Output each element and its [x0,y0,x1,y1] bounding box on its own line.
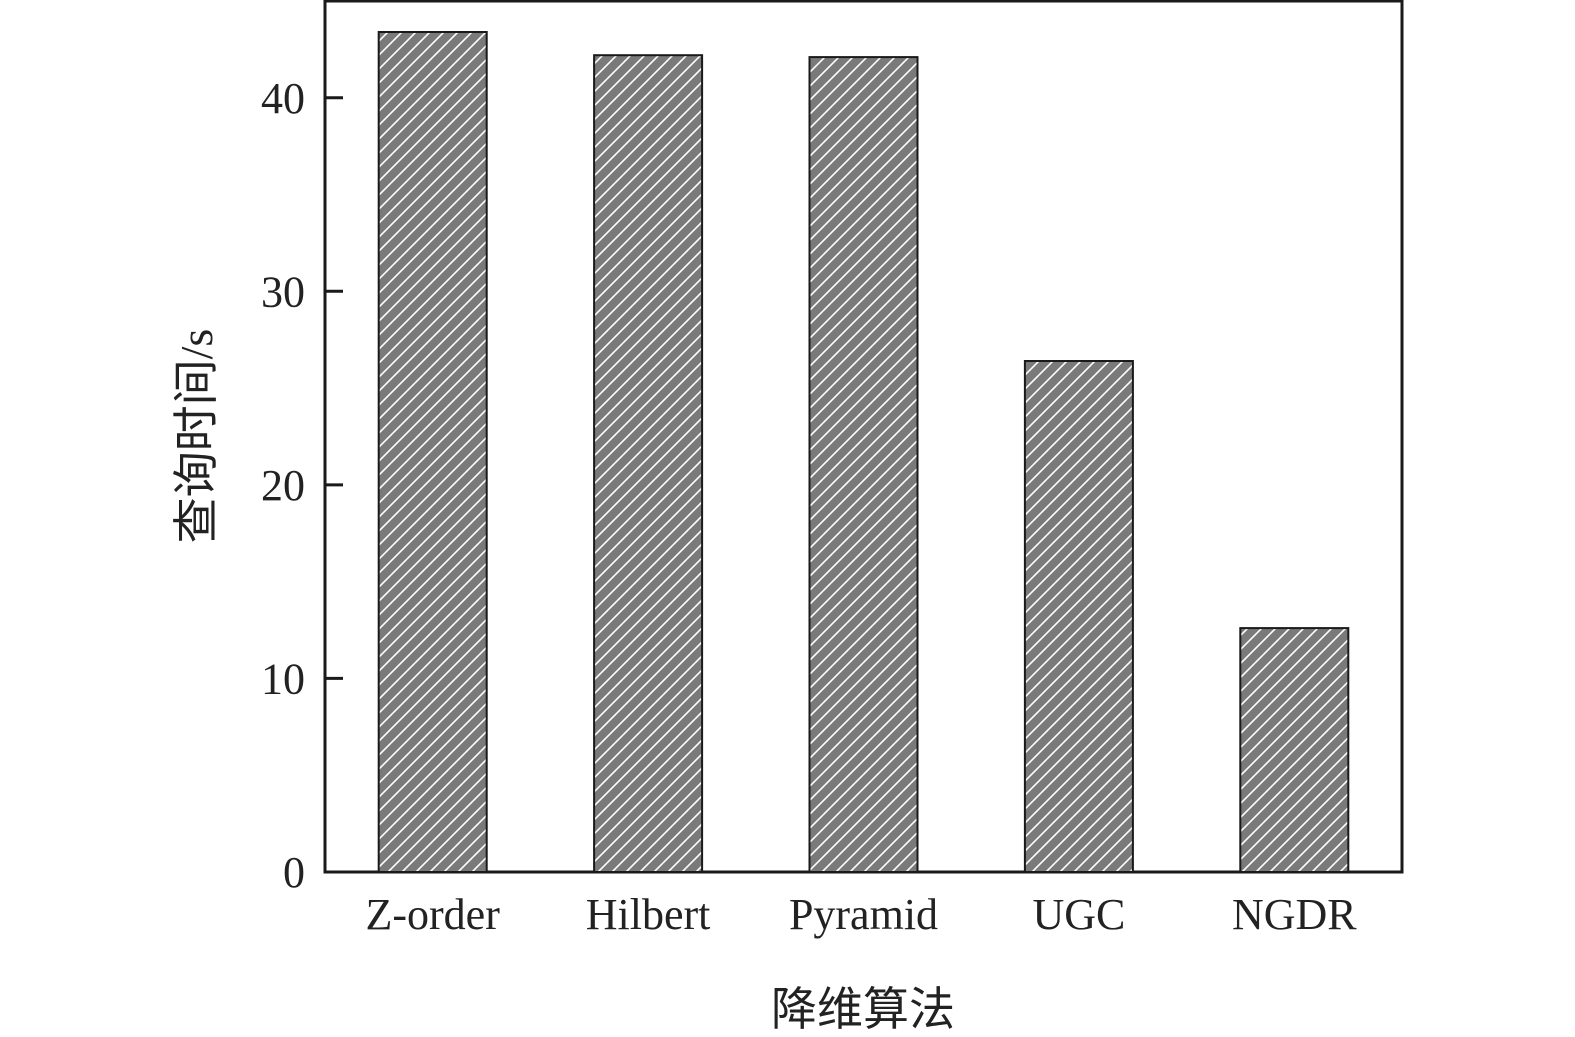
bar-hilbert [593,54,704,873]
bar-ugc [1023,360,1134,873]
x-tick-label: Pyramid [789,890,938,939]
x-axis-title: 降维算法 [771,984,955,1035]
x-tick-label: NGDR [1232,890,1357,939]
bar-ngdr [1239,627,1350,873]
y-tick-label: 30 [261,267,305,316]
x-tick-label: Z-order [366,890,501,939]
x-tick-label: UGC [1032,890,1125,939]
y-tick-label: 40 [261,74,305,123]
y-axis-ticks: 0 10 20 30 40 [261,74,343,897]
x-axis-ticks: Z-order Hilbert Pyramid UGC NGDR [366,890,1358,939]
y-tick-label: 10 [261,654,305,703]
y-tick-label: 20 [261,461,305,510]
bar-pyramid [808,56,919,874]
bars-layer [377,31,1350,874]
bar-z-order [377,31,488,873]
y-tick-label: 0 [283,848,305,897]
x-tick-label: Hilbert [586,890,711,939]
y-axis-title: 查询时间/s [171,329,222,544]
